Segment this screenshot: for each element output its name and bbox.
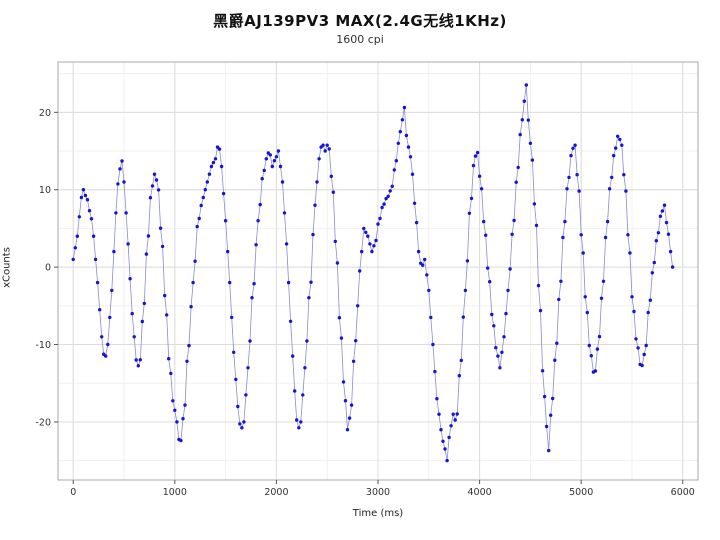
svg-text:0: 0 <box>70 487 76 498</box>
svg-text:5000: 5000 <box>569 487 593 498</box>
svg-text:6000: 6000 <box>671 487 695 498</box>
svg-text:-20: -20 <box>35 417 51 428</box>
svg-text:10: 10 <box>39 185 51 196</box>
tick-labels: 0 1000 2000 3000 4000 5000 6000 -20 -10 0 10 20 <box>35 108 694 498</box>
chart-title: 黑爵AJ139PV3 MAX(2.4G无线1KHz) <box>213 12 507 30</box>
svg-text:20: 20 <box>39 108 51 119</box>
svg-text:0: 0 <box>45 263 51 274</box>
svg-text:-10: -10 <box>35 340 51 351</box>
axis-ticks <box>54 111 684 484</box>
chart-subtitle: 1600 cpi <box>336 33 384 46</box>
svg-text:3000: 3000 <box>366 487 390 498</box>
svg-text:1000: 1000 <box>163 487 187 498</box>
x-axis-label: Time (ms) <box>352 508 404 519</box>
svg-text:2000: 2000 <box>264 487 288 498</box>
svg-text:4000: 4000 <box>467 487 491 498</box>
grid-major <box>58 62 698 480</box>
data-points <box>71 83 675 463</box>
series-line <box>72 84 673 461</box>
y-axis-label: xCounts <box>1 247 13 288</box>
